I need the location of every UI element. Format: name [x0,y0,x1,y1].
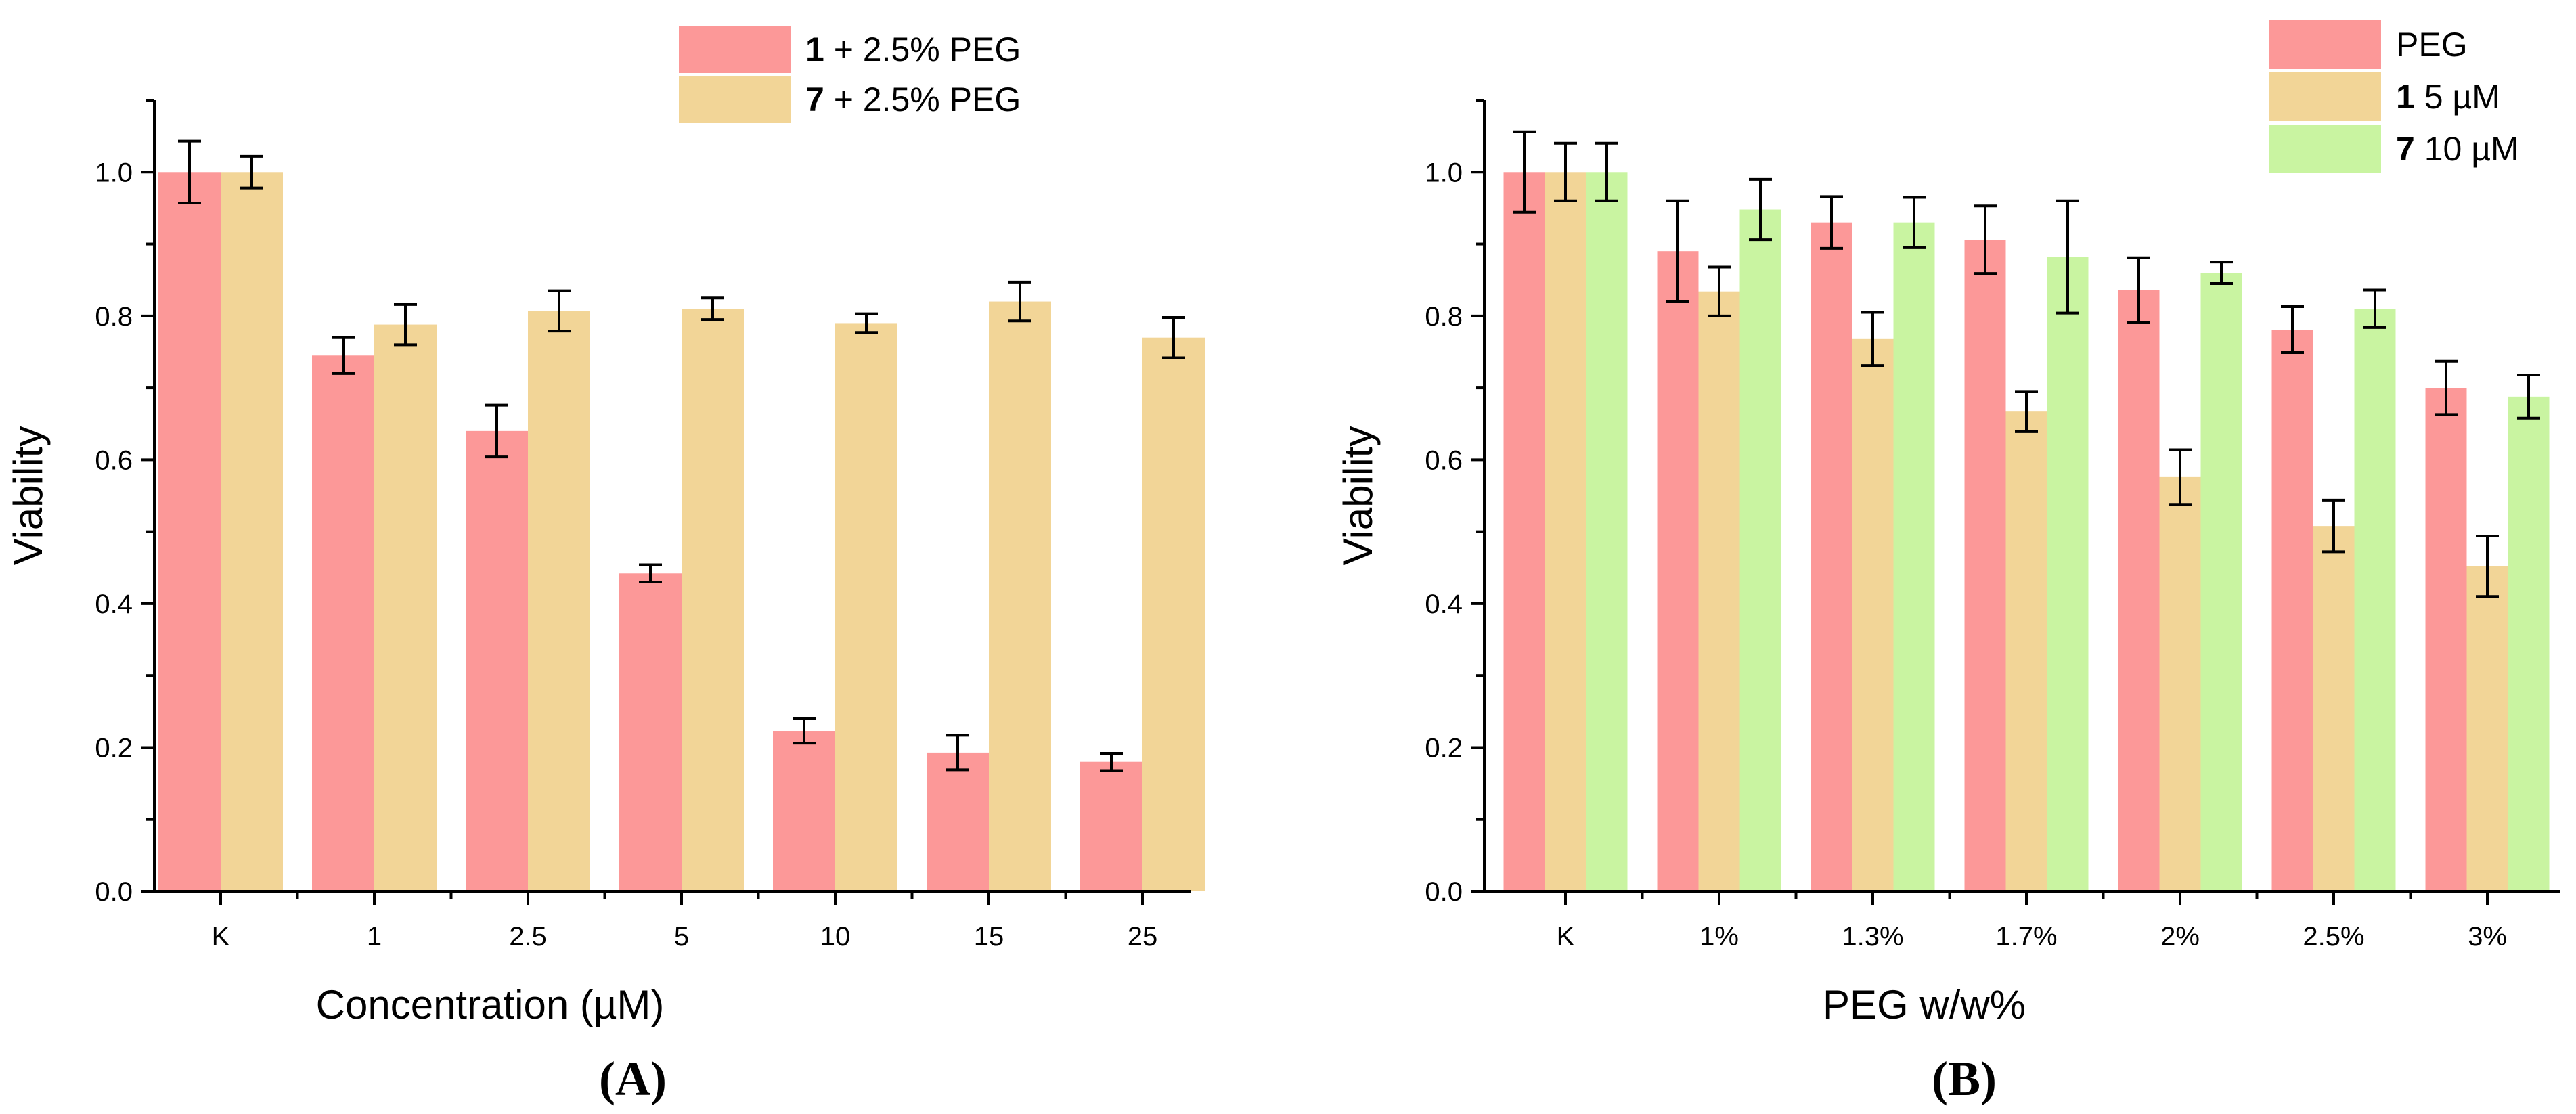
legend-swatch [2269,72,2381,121]
x-tick-label: 5 [674,922,689,952]
y-tick-label: 1.0 [95,158,133,187]
y-tick-label: 0.6 [1425,445,1463,475]
x-tick-label: 1.7% [1995,922,2057,952]
chart-b: 0.0 0.2 0.4 0.6 0.8 1.0 K 1% 1.3% 1.7% 2% 2.5% 3% PEG… [1335,20,2560,1106]
bar-2-3 [528,311,590,891]
bar-3-6 [2354,309,2396,891]
legend-entry-bold: 1 [2396,78,2415,116]
y-tick-label: 0.0 [1425,877,1463,907]
bar-2-2 [1698,291,1740,892]
y-tick-label: 0.2 [95,733,133,763]
x-tick-label: 1 [367,922,382,952]
y-tick-label: 0.8 [95,302,133,332]
legend-swatch [679,26,791,73]
bar-2-7 [2466,566,2508,891]
legend-entry-text: 10 µM [2415,130,2519,168]
bar-1-1 [1503,172,1545,892]
x-tick-label: 10 [820,922,851,952]
legend-entry-bold: 7 [805,81,824,118]
bar-2-6 [2313,526,2355,891]
bar-2-4 [2005,411,2047,891]
legend-entry: 7 10 µM [2396,130,2519,168]
bar-1-7 [1080,761,1142,891]
bar-3-2 [1739,209,1781,891]
bar-1-2 [1657,251,1699,891]
y-tick-label: 0.8 [1425,302,1463,332]
bar-2-5 [2159,476,2201,891]
x-tick-label: 2.5 [509,922,547,952]
x-tick-label: 25 [1128,922,1158,952]
bar-1-2 [312,355,374,891]
chart-a: 0.0 0.2 0.4 0.6 0.8 1.0 K 1 2.5 5 10 15 25 Concentrat… [5,26,1205,1106]
legend-entry: PEG [2396,26,2468,64]
x-tick-label: 3% [2468,922,2507,952]
y-tick-label: 0.4 [1425,589,1463,619]
bar-1-3 [1811,222,1852,891]
x-tick-label: K [1557,922,1575,952]
bar-3-3 [1893,222,1935,891]
legend-entry: 7 + 2.5% PEG [805,81,1021,118]
bar-3-5 [2200,273,2242,891]
x-axis-title: PEG w/w% [1823,982,2026,1027]
bar-1-7 [2425,388,2467,891]
bar-1-4 [1964,240,2006,892]
legend-entry-bold: 1 [805,30,824,68]
y-tick-label: 1.0 [1425,158,1463,187]
bar-2-1 [1545,172,1586,892]
bar-2-4 [682,309,744,891]
legend-entry-text: 5 µM [2415,78,2500,116]
bar-3-7 [2508,396,2550,891]
bar-2-3 [1852,338,1894,891]
legend-entry: 1 5 µM [2396,78,2500,116]
bar-1-5 [2118,290,2160,891]
bar-2-6 [989,301,1051,892]
bar-1-1 [158,172,221,892]
bar-1-5 [773,731,835,891]
bar-1-4 [619,573,682,891]
y-axis-title: Viability [1335,426,1381,566]
x-tick-label: 2% [2160,922,2200,952]
legend-entry-bold: 7 [2396,130,2415,168]
x-tick-label: 15 [974,922,1004,952]
y-tick-label: 0.0 [95,877,133,907]
bar-3-1 [1586,172,1628,892]
legend-swatch [2269,125,2381,173]
panel-label: (B) [1932,1052,1997,1106]
x-tick-label: 1% [1700,922,1739,952]
y-tick-label: 0.6 [95,445,133,475]
bar-1-6 [2271,330,2313,891]
bar-2-7 [1142,337,1205,891]
y-tick-label: 0.2 [1425,733,1463,763]
x-tick-label: 2.5% [2303,922,2364,952]
panel-label: (A) [599,1052,667,1106]
bar-1-3 [466,430,528,891]
legend-entry-text: + 2.5% PEG [824,81,1021,118]
legend-entry-text: + 2.5% PEG [824,30,1021,68]
bar-2-5 [835,323,897,892]
x-axis-title: Concentration (µM) [316,982,665,1027]
legend-swatch [679,76,791,123]
bar-1-6 [927,752,989,891]
legend-entry: 1 + 2.5% PEG [805,30,1021,68]
bar-2-2 [374,324,437,891]
legend-swatch [2269,20,2381,69]
legend-entry-text: PEG [2396,26,2468,64]
bar-3-4 [2047,257,2089,891]
x-tick-label: 1.3% [1842,922,1903,952]
y-axis-title: Viability [5,426,51,566]
bar-2-1 [221,172,283,892]
x-tick-label: K [212,922,230,952]
y-tick-label: 0.4 [95,589,133,619]
